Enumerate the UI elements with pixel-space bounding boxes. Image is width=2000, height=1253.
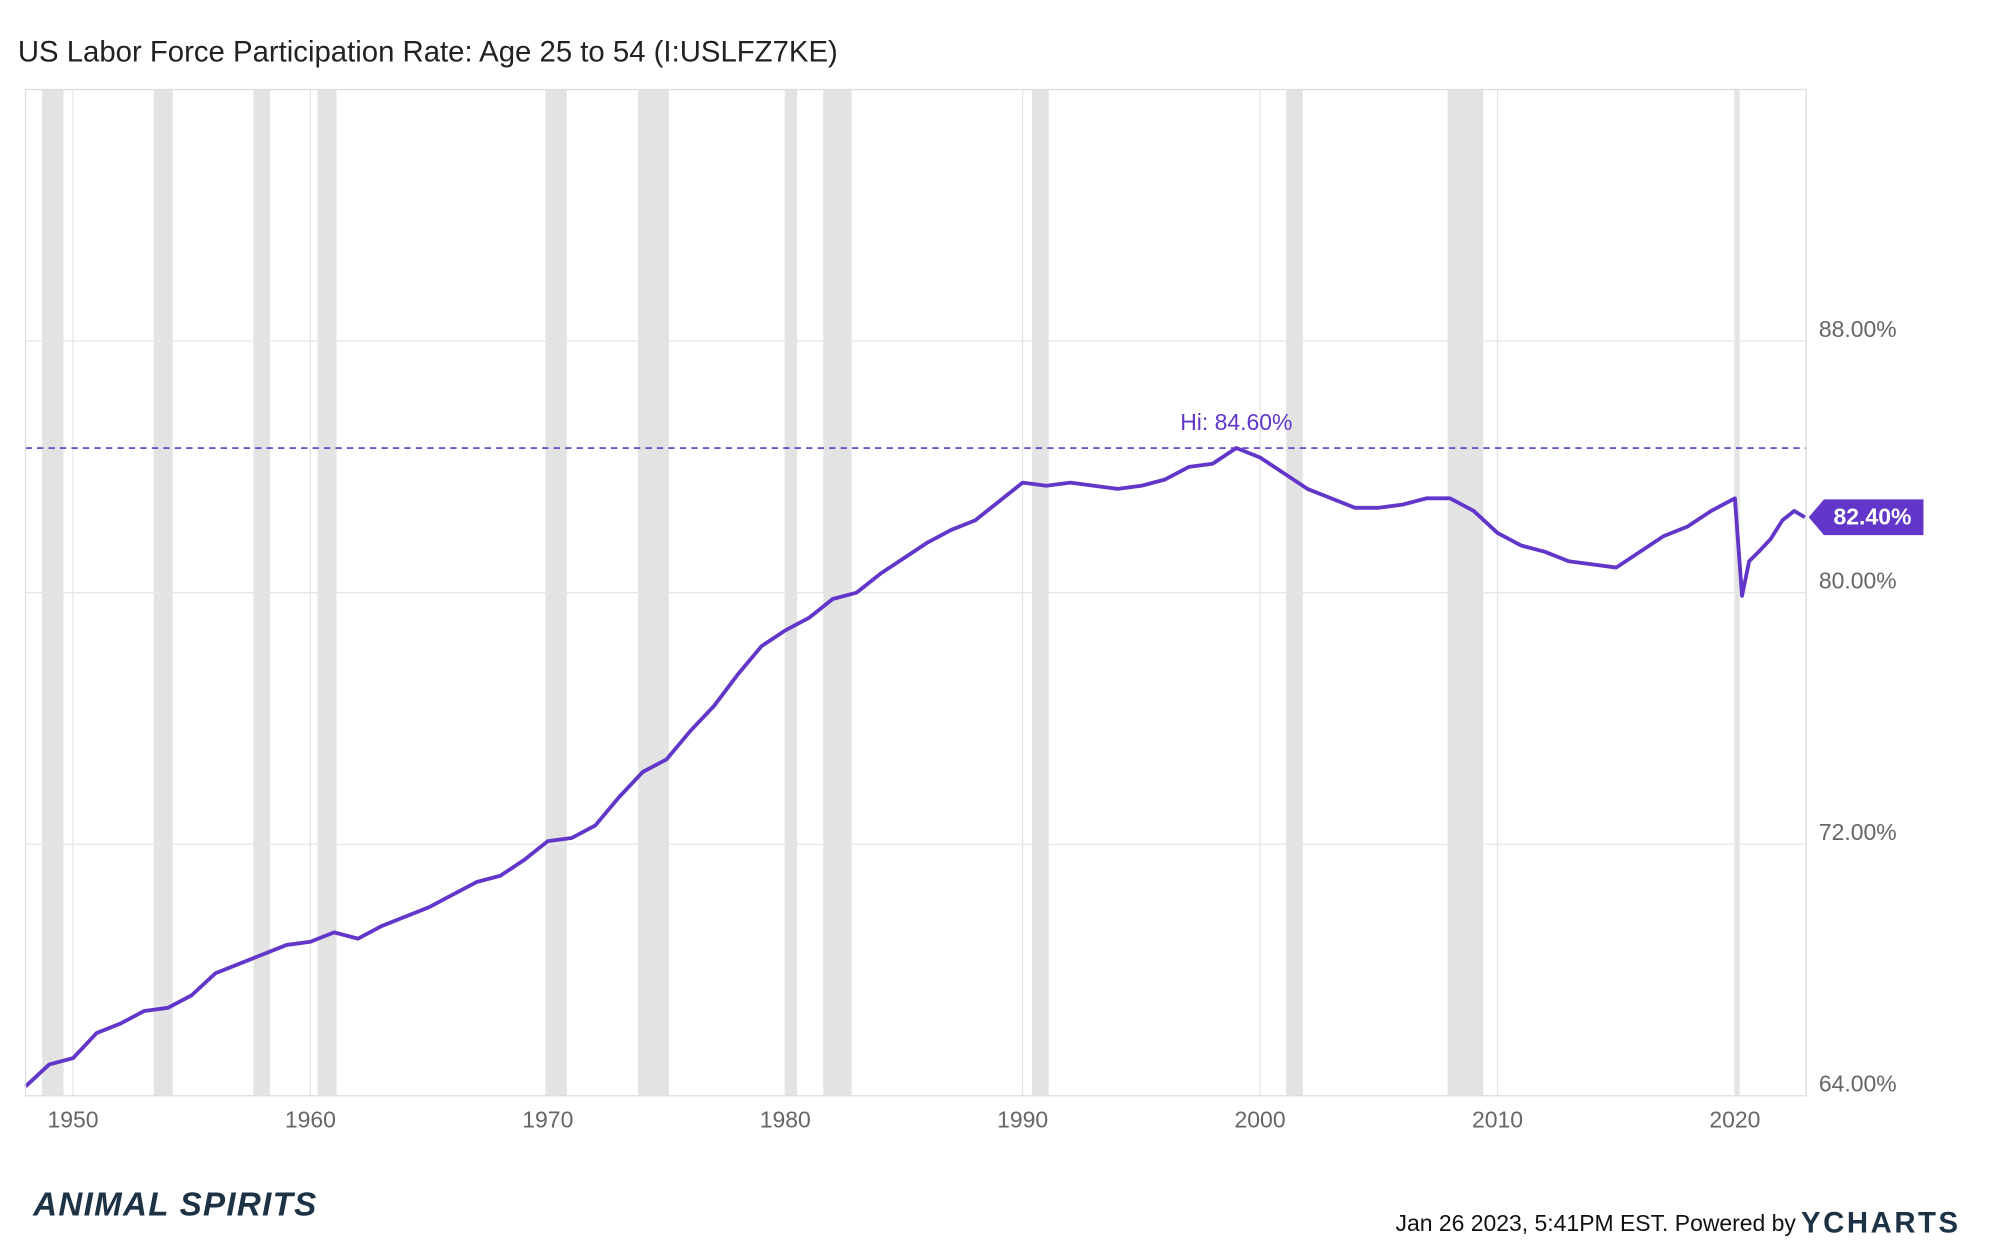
x-tick-label: 1960 (285, 1106, 336, 1132)
x-tick-label: 2010 (1472, 1106, 1523, 1132)
plot-layer (24, 89, 1807, 1097)
data-line (24, 446, 1806, 1088)
brand-logo: ANIMAL SPIRITS (32, 1187, 317, 1224)
chart-title: US Labor Force Participation Rate: Age 2… (18, 36, 838, 69)
x-tick-label: 1980 (760, 1106, 811, 1132)
y-tick-label: 64.00% (1819, 1071, 1897, 1097)
y-tick-label: 88.00% (1819, 316, 1897, 342)
ycharts-logo: YCHARTS (1801, 1206, 1961, 1239)
y-tick-label: 72.00% (1819, 819, 1897, 845)
timestamp: Jan 26 2023, 5:41PM EST. Powered by (1396, 1210, 1797, 1236)
x-tick-label: 1970 (522, 1106, 573, 1132)
x-tick-label: 1990 (997, 1106, 1048, 1132)
x-tick-label: 2020 (1709, 1106, 1760, 1132)
y-tick-label: 80.00% (1819, 568, 1897, 594)
last-value-badge (1808, 499, 1924, 536)
x-tick-label: 2000 (1235, 1106, 1286, 1132)
last-value-label: 82.40% (1834, 504, 1912, 530)
high-label: Hi: 84.60% (1180, 409, 1292, 435)
x-tick-label: 1950 (47, 1106, 98, 1132)
plot-frame (24, 88, 1807, 1097)
